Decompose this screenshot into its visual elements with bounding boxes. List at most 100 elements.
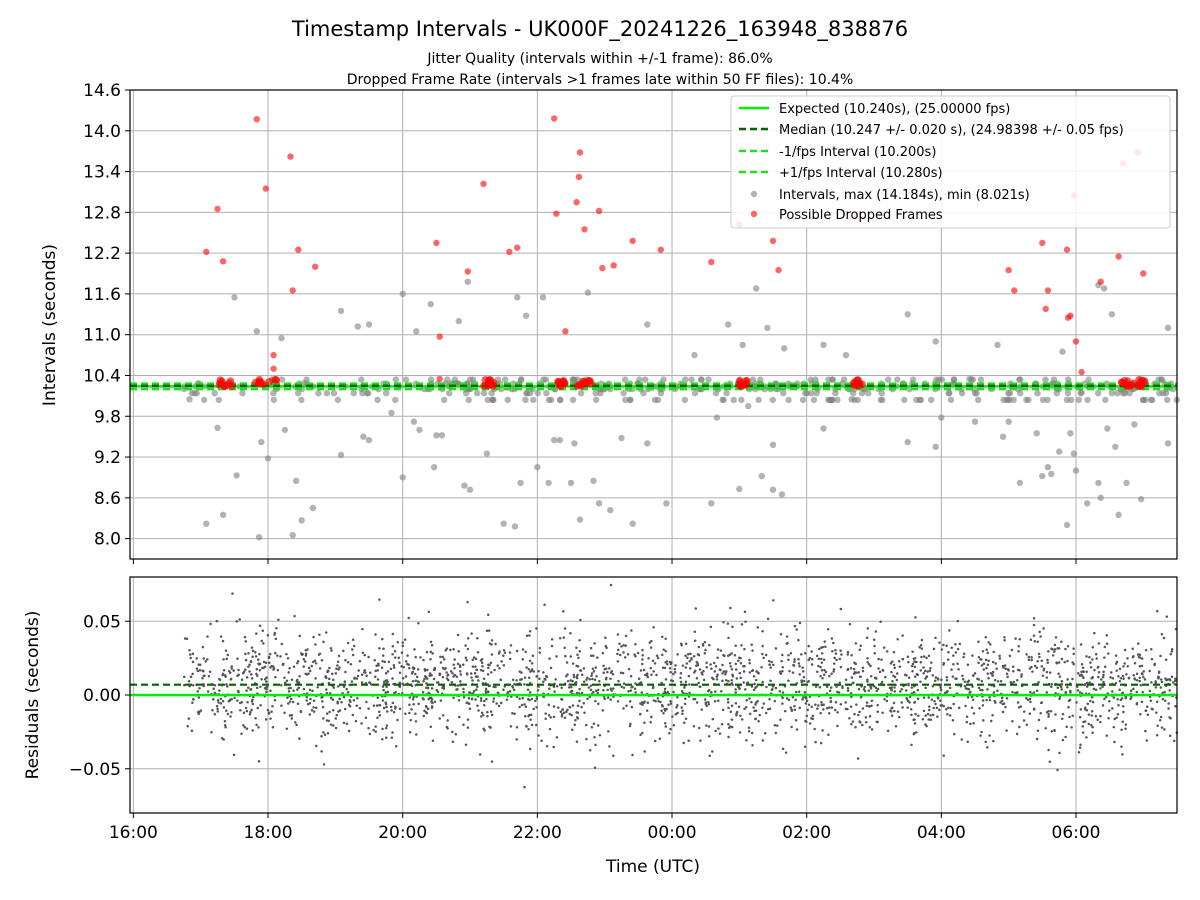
residual-point <box>261 629 265 633</box>
residual-point <box>858 710 861 714</box>
residual-point <box>910 713 913 717</box>
residual-point <box>936 677 940 680</box>
interval-point <box>410 418 418 425</box>
interval-point <box>258 438 265 446</box>
residual-point <box>715 678 719 681</box>
residual-point <box>249 659 253 663</box>
residual-point <box>360 681 364 684</box>
residual-point <box>570 728 574 732</box>
residual-point <box>922 671 925 675</box>
residual-point <box>411 666 415 669</box>
residual-point <box>185 637 189 641</box>
residual-point <box>1086 702 1090 706</box>
interval-point <box>1164 324 1172 332</box>
residual-point <box>593 735 596 739</box>
residual-point <box>484 687 488 691</box>
residual-point <box>919 644 923 647</box>
residual-point <box>684 642 688 645</box>
residual-point <box>1060 657 1064 661</box>
residual-point <box>384 691 387 694</box>
residual-point <box>293 614 296 618</box>
residual-point <box>832 670 835 673</box>
residual-point <box>1018 725 1021 729</box>
residual-point <box>562 609 565 613</box>
residual-point <box>486 613 490 617</box>
residual-point <box>1037 718 1041 722</box>
residual-point <box>922 666 925 669</box>
interval-point <box>894 376 901 383</box>
residual-point <box>754 703 757 706</box>
residual-point <box>717 727 720 730</box>
residual-point <box>303 660 307 663</box>
residual-point <box>896 710 900 713</box>
residual-point <box>987 641 990 644</box>
residual-point <box>346 660 350 664</box>
residual-point <box>289 686 292 690</box>
residual-point <box>1146 713 1150 717</box>
residual-point <box>1109 676 1112 679</box>
residual-point <box>668 732 671 735</box>
residual-point <box>714 690 717 693</box>
residual-point <box>1061 712 1065 716</box>
residual-point <box>206 690 210 693</box>
residual-point <box>1160 680 1164 684</box>
residual-point <box>876 703 879 707</box>
residual-point <box>1096 665 1100 669</box>
residual-point <box>602 671 605 675</box>
residual-point <box>1169 652 1173 656</box>
interval-point <box>1164 440 1172 447</box>
residual-point <box>513 712 516 715</box>
interval-point <box>530 396 537 404</box>
residual-point <box>1045 711 1049 714</box>
residual-point <box>705 724 708 727</box>
residual-point <box>869 664 872 668</box>
residual-point <box>761 644 764 648</box>
residual-point <box>1030 658 1033 662</box>
residual-point <box>969 690 972 694</box>
residual-point <box>182 675 186 679</box>
residual-point <box>1142 670 1145 673</box>
residual-point <box>320 658 324 662</box>
residual-point <box>980 730 983 734</box>
residual-point <box>417 621 420 625</box>
residual-point <box>1085 685 1089 688</box>
residual-point <box>680 643 683 647</box>
residual-point <box>589 684 593 687</box>
residual-point <box>849 666 853 670</box>
residual-point <box>1159 678 1163 681</box>
residual-point <box>895 678 899 682</box>
residual-point <box>934 636 937 640</box>
residual-point <box>454 733 458 736</box>
residual-point <box>286 696 289 699</box>
residual-point <box>1174 677 1177 681</box>
residual-point <box>353 676 356 679</box>
residual-point <box>653 662 657 665</box>
residual-point <box>830 706 834 709</box>
x-tick-label: 02:00 <box>782 823 831 843</box>
interval-point <box>1070 450 1078 457</box>
interval-point <box>523 390 530 397</box>
residual-point <box>721 672 724 675</box>
residual-point <box>1001 710 1005 714</box>
residual-point <box>563 627 567 630</box>
residual-point <box>330 672 334 676</box>
residual-point <box>288 700 292 703</box>
residual-point <box>535 697 539 701</box>
intervals-y-tick-label: 8.6 <box>94 489 121 509</box>
residual-point <box>640 691 644 694</box>
residual-point <box>916 673 920 677</box>
residual-point <box>995 667 998 670</box>
residual-point <box>342 695 346 699</box>
residual-point <box>679 672 683 675</box>
residual-point <box>755 685 758 688</box>
residual-point <box>1142 675 1145 679</box>
residual-point <box>817 704 820 707</box>
residual-point <box>312 660 315 664</box>
residual-point <box>629 689 633 692</box>
residual-point <box>972 674 975 677</box>
residual-point <box>916 688 920 692</box>
residual-point <box>326 669 330 672</box>
residual-point <box>389 705 393 709</box>
dropped-frame-point <box>481 376 490 384</box>
residual-point <box>1123 662 1126 665</box>
